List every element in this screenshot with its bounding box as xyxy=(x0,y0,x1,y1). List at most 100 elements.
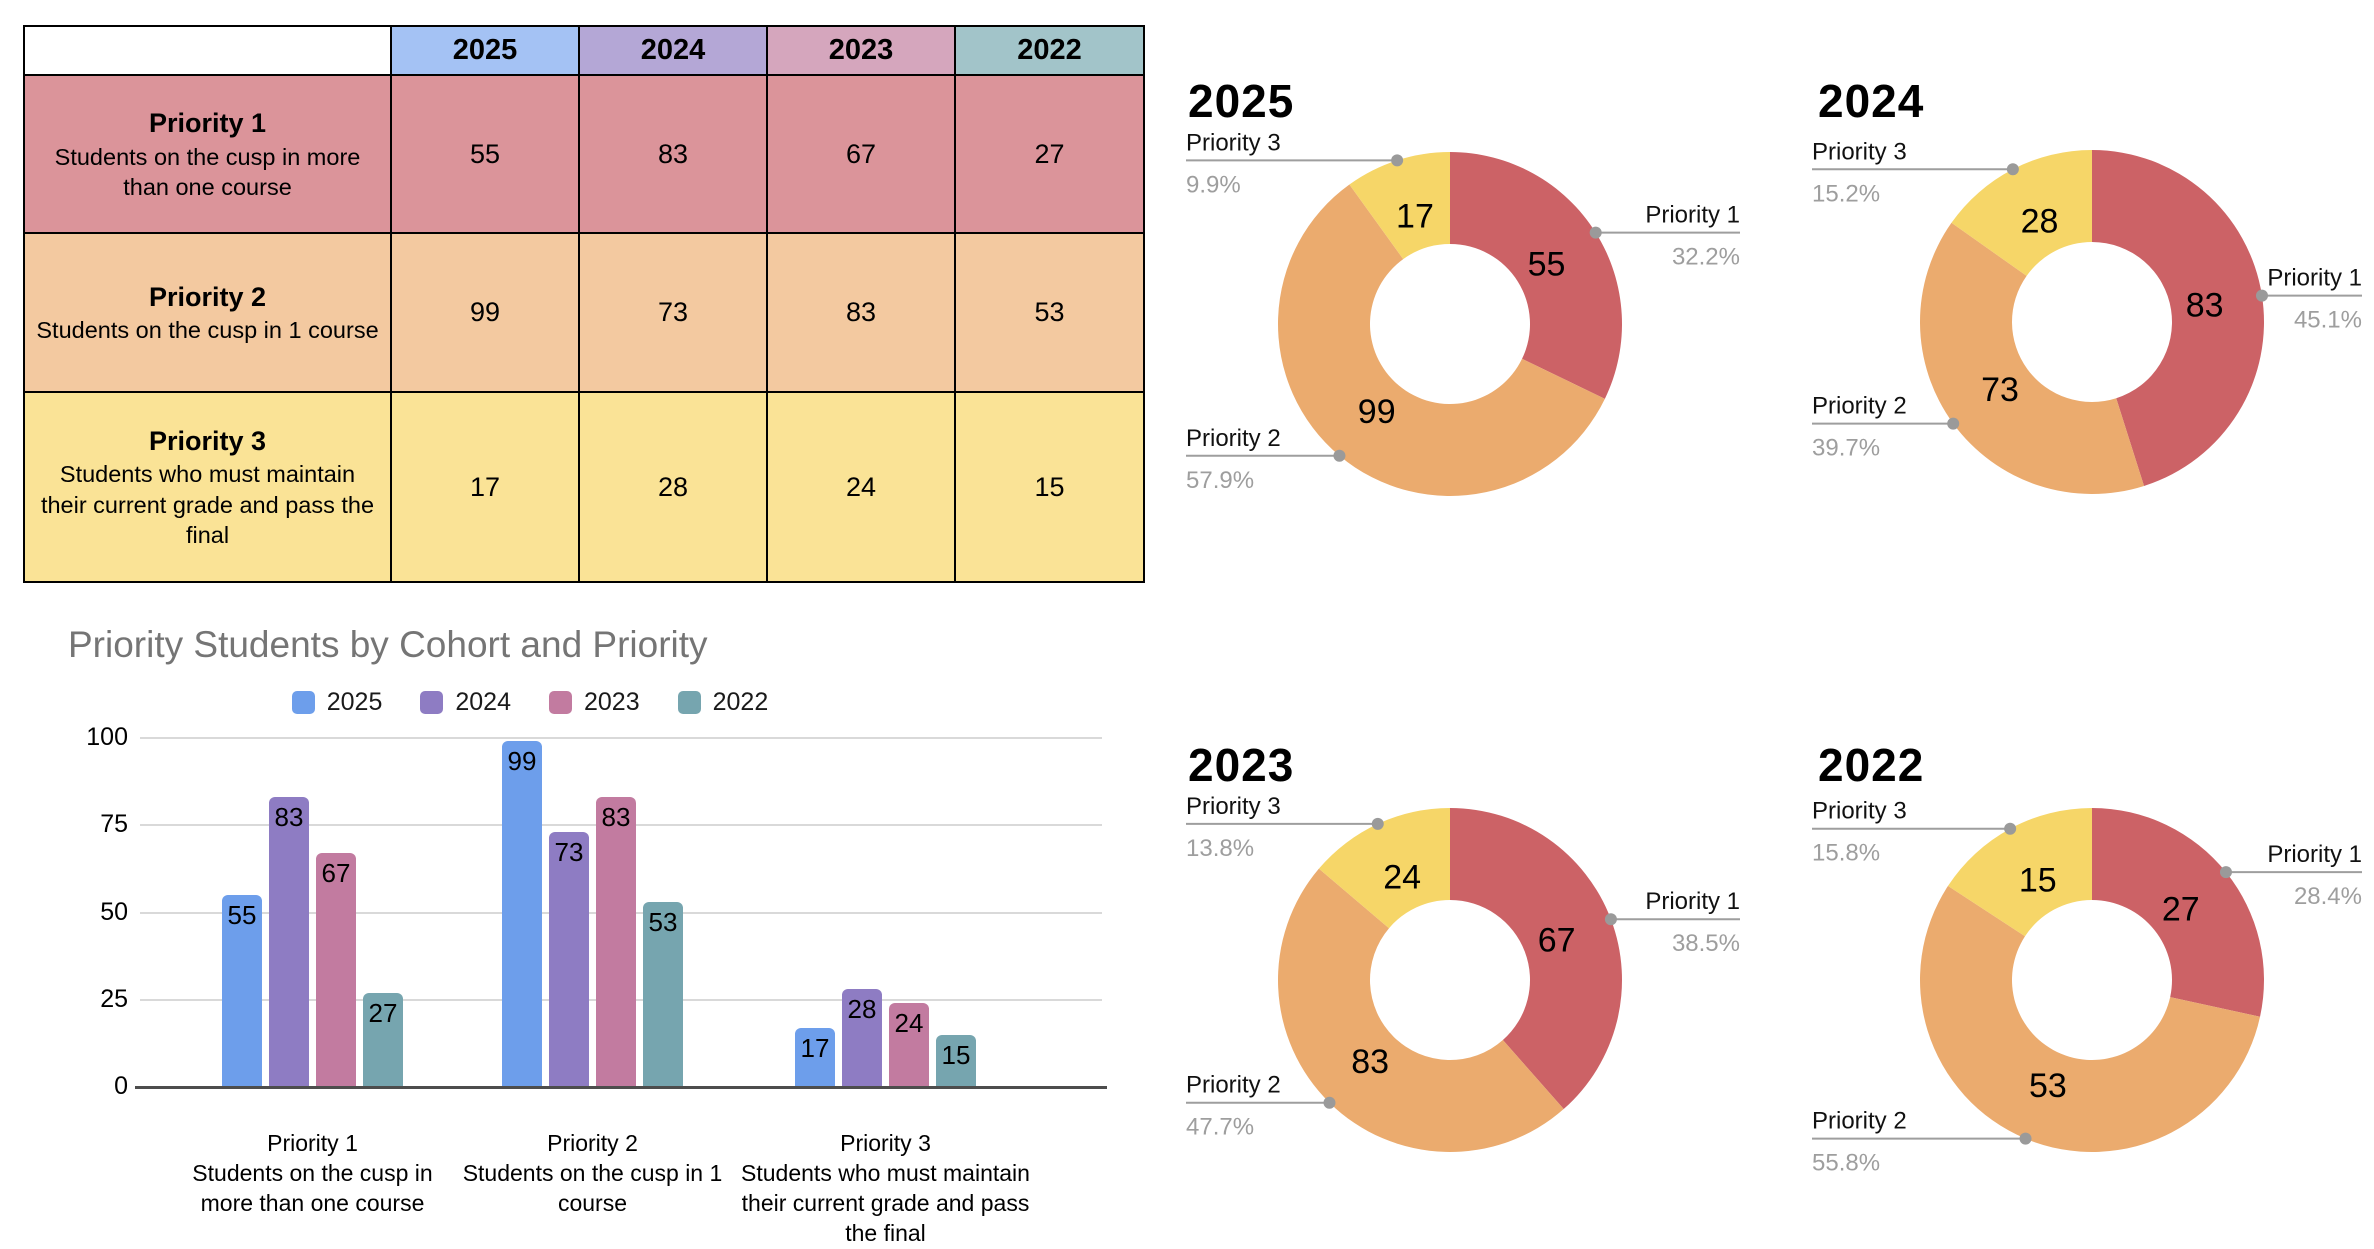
bar-value-label: 24 xyxy=(894,1008,924,1039)
priority-row-label[interactable]: Priority 1 Students on the cusp in more t… xyxy=(23,74,392,234)
leader-dot xyxy=(1947,417,1960,430)
bar-value-label: 17 xyxy=(800,1032,830,1063)
table-cell-value[interactable]: 27 xyxy=(954,74,1145,234)
leader-dot xyxy=(2255,289,2268,302)
priority-row-description: Students on the cusp in 1 course xyxy=(36,317,379,344)
table-cell-value[interactable]: 15 xyxy=(954,391,1145,583)
donut-chart-2025[interactable]: 2025 55 Priority 1 32.2% 99 Priority 2 57.9% 17… xyxy=(1160,60,1780,560)
bar-2024-priority-3: 28 xyxy=(842,989,882,1087)
bar-value-label: 99 xyxy=(507,746,537,777)
table-cell-value[interactable]: 24 xyxy=(766,391,956,583)
slice-percent-label: 15.2% xyxy=(1812,180,1880,207)
priority-row-label[interactable]: Priority 2 Students on the cusp in 1 cour… xyxy=(23,232,392,393)
table-cell-value[interactable]: 99 xyxy=(390,232,580,393)
bar-2022-priority-2: 53 xyxy=(643,902,683,1087)
table-cell-value[interactable]: 55 xyxy=(390,74,580,234)
priority-row-title: Priority 3 xyxy=(148,425,267,456)
legend-swatch-2023 xyxy=(549,691,572,714)
donut-slice-priority-3 xyxy=(1948,808,2092,937)
slice-value-label: 83 xyxy=(2186,286,2224,324)
slice-percent-label: 28.4% xyxy=(2294,883,2362,910)
donut-chart-2023[interactable]: 2023 67 Priority 1 38.5% 83 Priority 2 47.7% 24… xyxy=(1160,700,1780,1200)
slice-name-label: Priority 1 xyxy=(1645,202,1740,229)
table-cell-value[interactable]: 53 xyxy=(954,232,1145,393)
bar-value-label: 53 xyxy=(648,907,678,938)
slice-value-label: 28 xyxy=(2021,203,2059,241)
slice-name-label: Priority 1 xyxy=(2267,841,2362,868)
y-axis-tick-label: 75 xyxy=(100,810,128,839)
year-column-header[interactable]: 2023 xyxy=(766,25,956,76)
legend-item-2023: 2023 xyxy=(549,688,640,717)
slice-percent-label: 45.1% xyxy=(2294,307,2362,334)
slice-percent-label: 47.7% xyxy=(1186,1114,1254,1141)
slice-name-label: Priority 3 xyxy=(1186,129,1281,156)
legend-swatch-2025 xyxy=(291,691,315,714)
leader-dot xyxy=(1589,226,1602,239)
priority-table-header: 2025 2024 2023 2022 xyxy=(23,25,1145,76)
bar-value-label: 83 xyxy=(274,802,304,833)
slice-value-label: 73 xyxy=(1981,371,2019,409)
leader-dot xyxy=(1604,913,1617,926)
slice-name-label: Priority 3 xyxy=(1812,138,1907,165)
priority-table-body: Priority 1 Students on the cusp in more t… xyxy=(23,74,1145,583)
bar-value-label: 83 xyxy=(601,802,631,833)
slice-name-label: Priority 2 xyxy=(1812,1108,1907,1135)
priority-row-label[interactable]: Priority 3 Students who must maintain the… xyxy=(23,391,392,583)
donut-svg-2025: 55 Priority 1 32.2% 99 Priority 2 57.9% 17 Prio… xyxy=(1186,129,1740,497)
table-cell-value[interactable]: 83 xyxy=(578,74,768,234)
priority-row-title: Priority 1 xyxy=(148,108,267,139)
table-cell-value[interactable]: 67 xyxy=(766,74,956,234)
donut-title-2024: 2024 xyxy=(1818,75,1925,127)
bar-2023-priority-2: 83 xyxy=(596,797,636,1087)
slice-percent-label: 38.5% xyxy=(1672,930,1740,957)
table-cell-value[interactable]: 83 xyxy=(766,232,956,393)
legend-item-2024: 2024 xyxy=(420,688,511,717)
table-cell-value[interactable]: 17 xyxy=(390,391,580,583)
donut-chart-2024[interactable]: 2024 83 Priority 1 45.1% 73 Priority 2 39.7% 28… xyxy=(1790,60,2374,560)
table-row: Priority 3 Students who must maintain the… xyxy=(23,391,1145,583)
slice-name-label: Priority 2 xyxy=(1186,425,1281,452)
bar-value-label: 15 xyxy=(941,1039,971,1070)
bar-2023-priority-3: 24 xyxy=(889,1003,929,1087)
slice-name-label: Priority 3 xyxy=(1812,798,1907,825)
slice-value-label: 55 xyxy=(1528,245,1566,283)
bar-2025-priority-3: 17 xyxy=(795,1027,835,1087)
slice-value-label: 83 xyxy=(1351,1043,1389,1081)
donut-svg-2024: 83 Priority 1 45.1% 73 Priority 2 39.7% 28 Prio… xyxy=(1812,138,2362,495)
legend-label: 2024 xyxy=(455,688,511,716)
donut-slice-priority-1 xyxy=(1450,808,1622,1110)
donut-title-2025: 2025 xyxy=(1188,75,1295,127)
table-cell-value[interactable]: 73 xyxy=(578,232,768,393)
donut-slice-priority-2 xyxy=(1920,222,2145,495)
slice-percent-label: 55.8% xyxy=(1812,1150,1880,1177)
y-axis-tick-label: 25 xyxy=(100,984,128,1013)
leader-dot xyxy=(2219,866,2232,879)
legend-label: 2022 xyxy=(712,688,769,716)
table-cell-value[interactable]: 28 xyxy=(578,391,768,583)
bar-chart-plot: 0 25 50 75 100 55 83 67 27 Priority 1 Students on… xyxy=(30,612,1110,1246)
donut-title-2022: 2022 xyxy=(1818,739,1925,791)
donut-title-2023: 2023 xyxy=(1188,739,1295,791)
gridline-100 xyxy=(140,737,1102,739)
donut-chart-2022[interactable]: 2022 27 Priority 1 28.4% 53 Priority 2 55.8% 15… xyxy=(1790,700,2374,1200)
slice-value-label: 67 xyxy=(1538,922,1576,960)
slice-percent-label: 32.2% xyxy=(1672,244,1740,271)
bar-2024-priority-1: 83 xyxy=(269,797,309,1087)
donut-slice-priority-3 xyxy=(1318,808,1450,929)
donut-slice-priority-3 xyxy=(1951,150,2092,276)
leader-dot xyxy=(2019,1132,2032,1145)
slice-value-label: 27 xyxy=(2162,890,2200,928)
bar-chart-panel[interactable]: Priority Students by Cohort and Priority… xyxy=(30,612,1110,1246)
slice-name-label: Priority 2 xyxy=(1186,1072,1281,1099)
slice-value-label: 15 xyxy=(2019,862,2057,900)
bar-value-label: 55 xyxy=(227,900,257,931)
year-column-header[interactable]: 2025 xyxy=(390,25,580,76)
year-column-header[interactable]: 2024 xyxy=(578,25,768,76)
slice-name-label: Priority 1 xyxy=(1645,888,1740,915)
legend-swatch-2024 xyxy=(420,691,444,714)
year-column-header[interactable]: 2022 xyxy=(954,25,1145,76)
leader-dot xyxy=(2004,822,2017,835)
leader-dot xyxy=(1323,1096,1336,1109)
legend-item-2025: 2025 xyxy=(291,688,382,717)
